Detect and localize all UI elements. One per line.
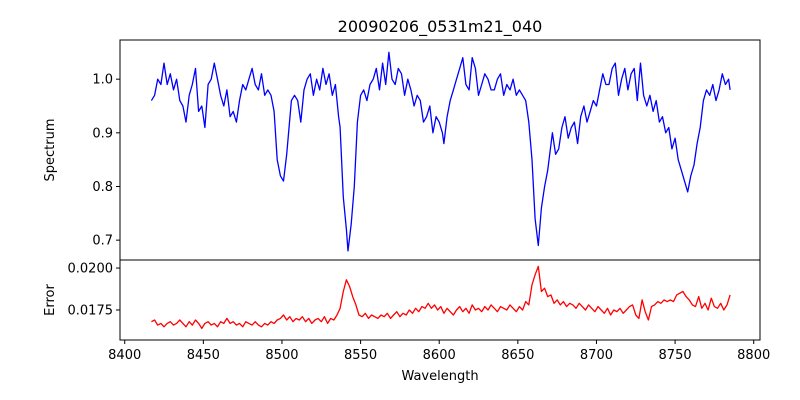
x-tick-label: 8450 [187,348,220,363]
x-tick-label: 8750 [659,348,692,363]
error-line [151,265,731,330]
error-panel: 0.0175 0.0200 8400 8450 8500 8550 8600 8650 8700… [68,259,770,363]
x-tick-label: 8800 [737,348,770,363]
y-tick-label: 0.7 [92,234,113,249]
x-tick-label: 8400 [108,348,141,363]
y-axis-label-error: Error [43,284,58,316]
y-tick-label: 0.0200 [68,262,114,277]
x-tick-label: 8600 [423,348,456,363]
x-tick-label: 8650 [501,348,534,363]
y-axis-label-spectrum: Spectrum [43,119,58,182]
x-tick-label: 8550 [344,348,377,363]
axes-frame [119,259,761,341]
spectrum-line [150,51,731,252]
y-tick-label: 0.9 [92,126,113,141]
y-tick-label: 0.0175 [68,303,114,318]
x-tick-label: 8700 [580,348,613,363]
y-tick-label: 0.8 [92,180,113,195]
x-tick-label: 8500 [265,348,298,363]
y-tick-label: 1.0 [92,73,113,88]
spectrum-panel: 0.7 0.8 0.9 1.0 [92,39,761,261]
x-axis-label: Wavelength [401,369,478,384]
chart-title: 20090206_0531m21_040 [338,17,543,37]
